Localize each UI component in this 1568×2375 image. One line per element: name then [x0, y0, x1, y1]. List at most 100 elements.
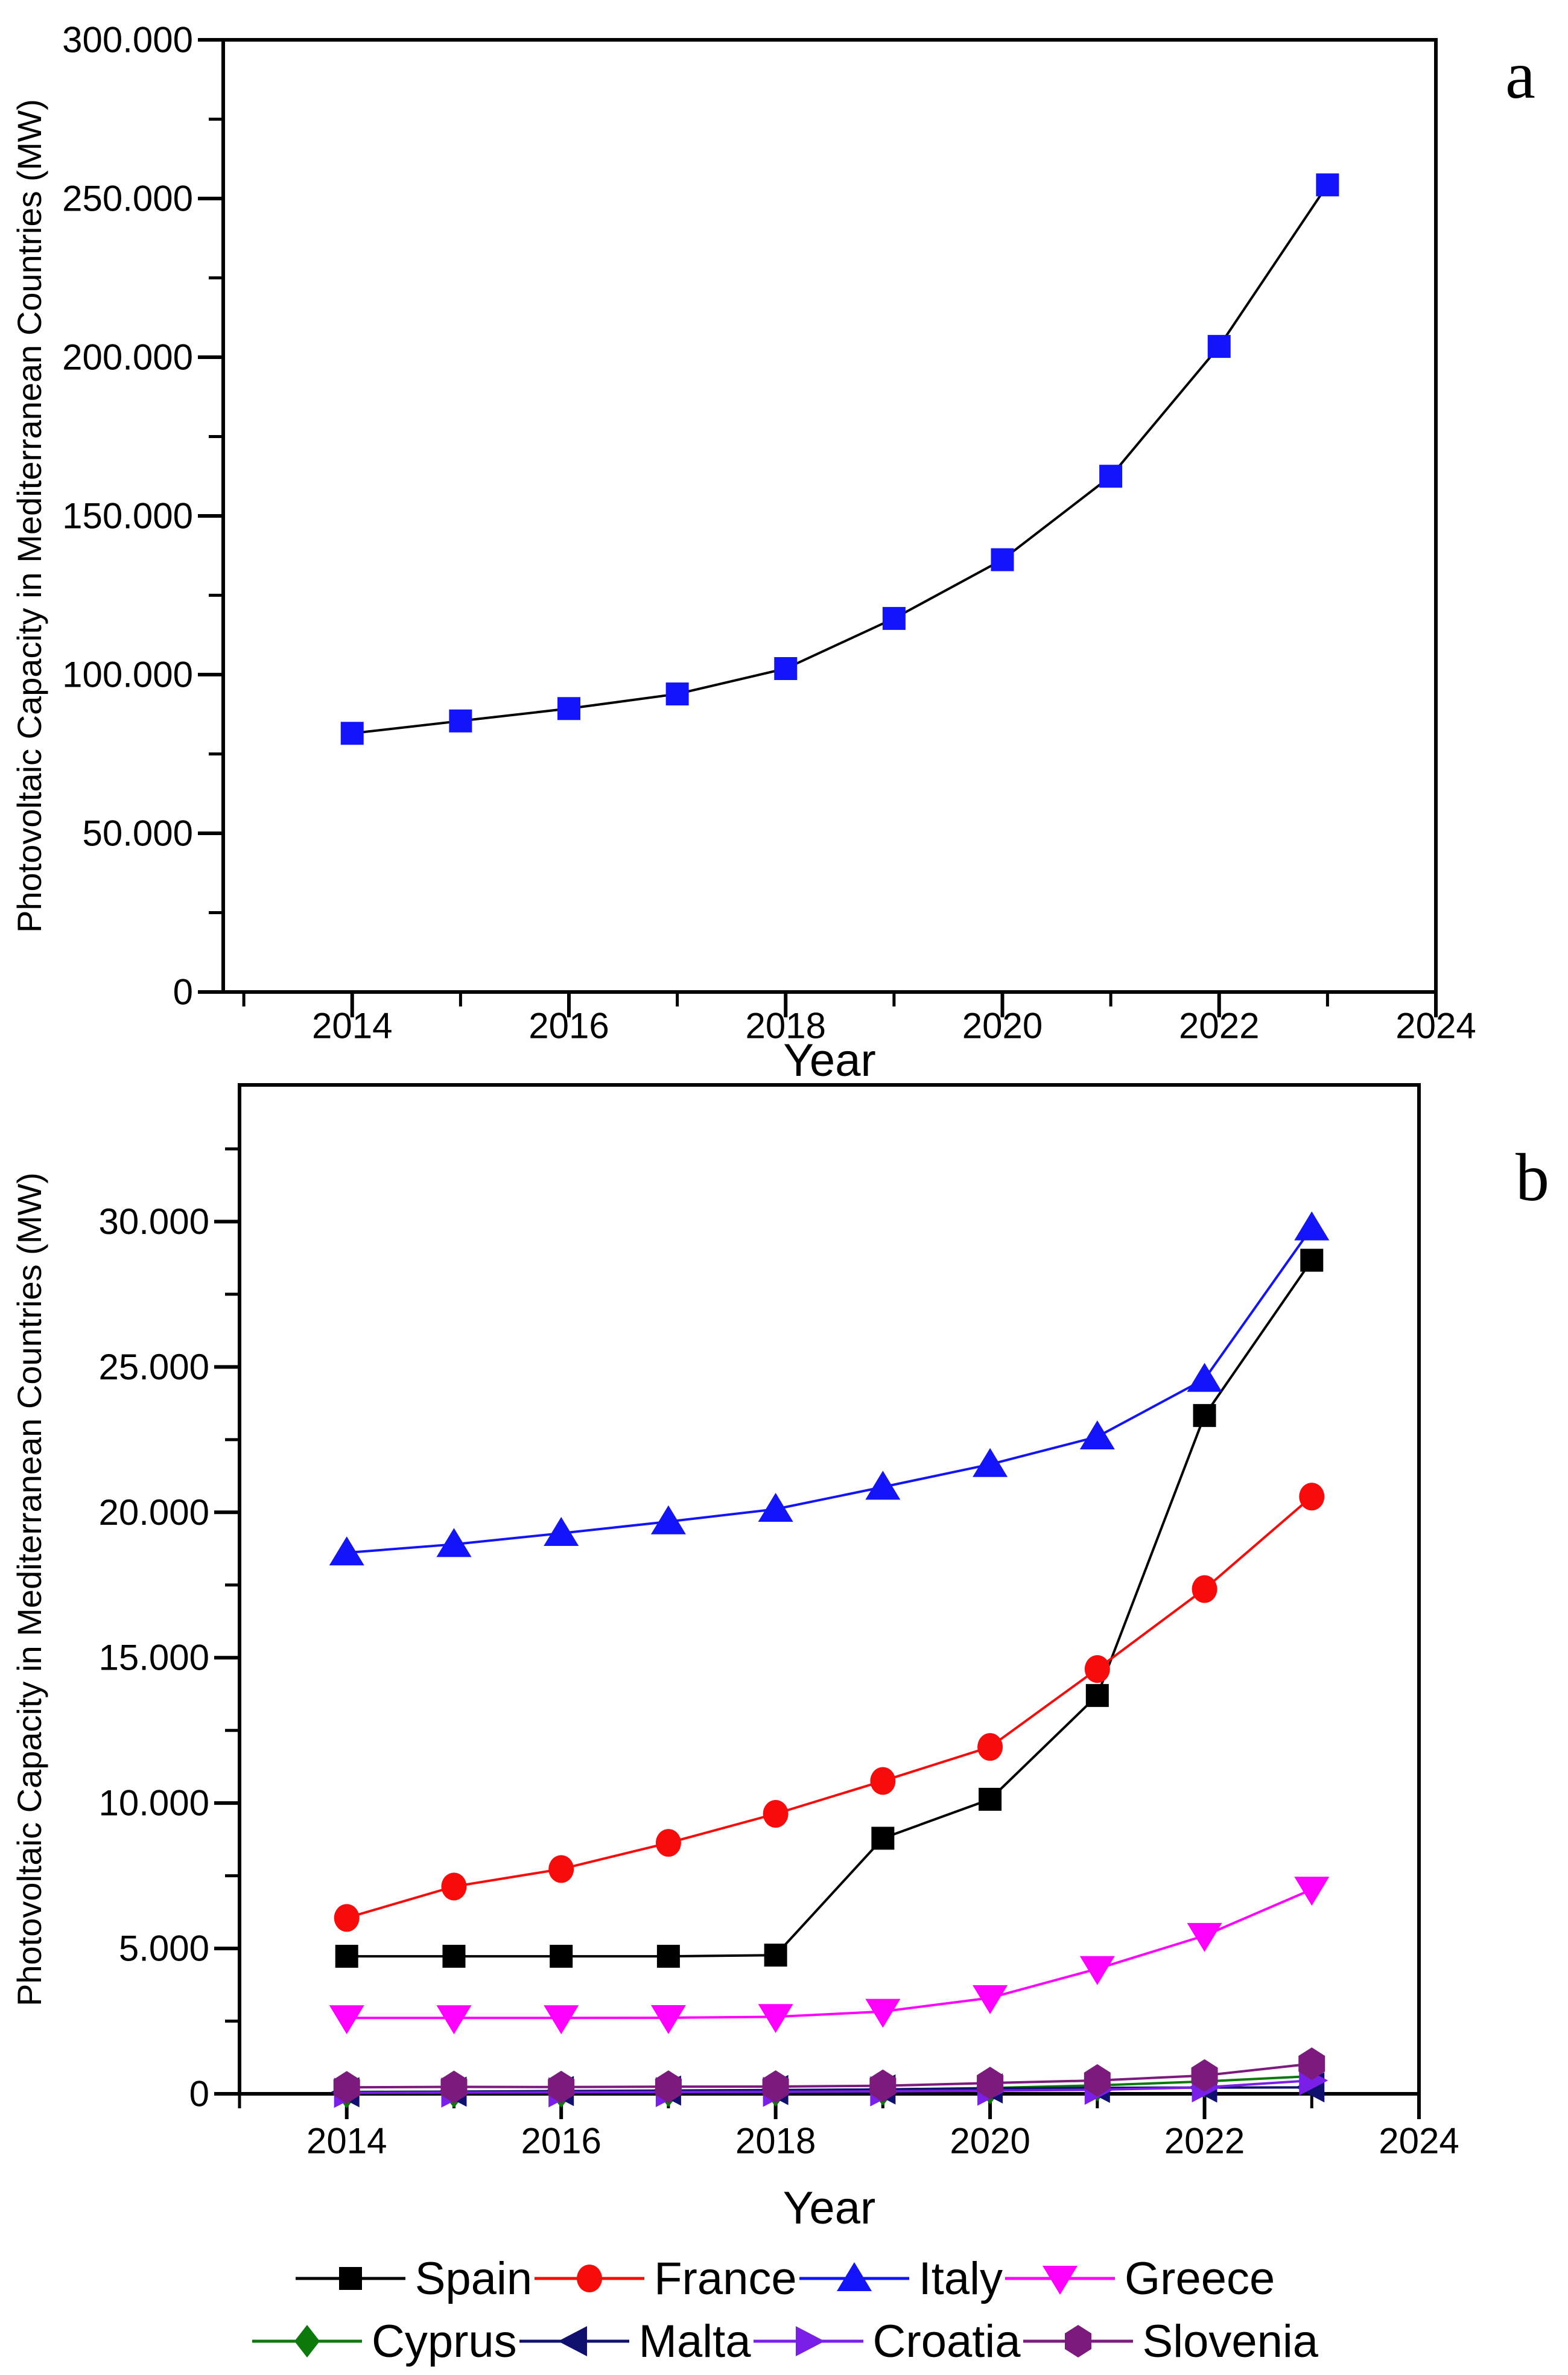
series-line: [352, 184, 1329, 735]
data-point-marker: [979, 1787, 1002, 1811]
x-tick-label: 2014: [306, 2121, 387, 2161]
data-point-marker: [550, 1945, 573, 1968]
data-point-marker: [758, 1493, 793, 1522]
data-point-marker: [1207, 335, 1231, 358]
greece-legend-marker-icon: [1005, 2266, 1116, 2295]
data-point-marker: [1294, 1211, 1330, 1241]
panel-b-letter: b: [1516, 1140, 1549, 1215]
panel-a: 2014 2016 2018 2020 2022 2024 0 50.000 100.000 15…: [62, 20, 1476, 1046]
data-point-marker: [991, 548, 1014, 571]
data-point-marker: [882, 606, 906, 630]
data-point-marker: [329, 1536, 364, 1566]
legend-label-italy: Italy: [918, 2253, 1003, 2304]
x-tick-label: 2020: [950, 2121, 1030, 2161]
x-tick-label: 2024: [1395, 1006, 1476, 1046]
data-point-marker: [436, 2005, 472, 2035]
data-point-marker: [1191, 2059, 1218, 2092]
legend-marker: [577, 2265, 603, 2292]
y-tick-label: 100.000: [62, 655, 193, 695]
series-italy: [329, 1211, 1330, 1566]
data-point-marker: [1099, 465, 1123, 488]
data-point-marker: [1085, 1683, 1109, 1707]
y-tick-label: 200.000: [62, 337, 193, 378]
legend-item-slovenia: Slovenia: [1021, 2313, 1319, 2370]
legend-item-italy: Italy: [797, 2250, 1003, 2307]
data-point-marker: [871, 1827, 895, 1850]
legend-label-malta: Malta: [638, 2315, 751, 2367]
data-point-marker: [758, 2004, 793, 2033]
data-point-marker: [1299, 1483, 1325, 1511]
x-tick-label: 2020: [962, 1006, 1043, 1046]
data-point-marker: [764, 1944, 787, 1967]
legend-marker: [557, 2326, 587, 2356]
legend-item-cyprus: Cyprus: [250, 2313, 517, 2370]
y-tick-label: 25.000: [98, 1347, 209, 1387]
data-point-marker: [333, 2071, 360, 2104]
panel-b-axes: [214, 1147, 1421, 2119]
data-point-marker: [763, 1799, 789, 1828]
series-line: [346, 1495, 1313, 1919]
data-point-marker: [973, 1448, 1008, 1477]
series-mediterranean-countries-total: [340, 173, 1339, 745]
spain-legend-marker-icon: [295, 2267, 405, 2290]
legend-marker: [1043, 2266, 1078, 2295]
panel-a-frame: [221, 38, 1438, 994]
data-point-marker: [655, 1829, 681, 1857]
series-cyprus: [334, 2059, 1325, 2108]
data-point-marker: [1298, 2047, 1325, 2081]
series-greece: [329, 1877, 1330, 2035]
panel-b-x-axis-title: Year: [782, 2183, 876, 2234]
data-point-marker: [544, 1517, 579, 1547]
panel-a-y-axis-title: Photovoltaic Capacity in Mediterranean C…: [10, 99, 48, 933]
data-point-marker: [544, 2005, 579, 2035]
x-tick-label: 2022: [1164, 2121, 1245, 2161]
legend-marker: [338, 2267, 362, 2290]
x-tick-label: 2018: [735, 2121, 816, 2161]
data-point-marker: [1316, 173, 1339, 197]
data-point-marker: [655, 2070, 682, 2103]
series-france: [334, 1483, 1325, 1932]
panel-b-y-axis-title: Photovoltaic Capacity in Mediterranean C…: [10, 1172, 48, 2006]
panel-b: 2014 2016 2018 2020 2022 2024 0 5.000 10.000 15.0…: [98, 1083, 1459, 2161]
series-line: [346, 2079, 1312, 2094]
italy-legend-marker-icon: [799, 2262, 909, 2291]
data-point-marker: [548, 2070, 575, 2103]
data-point-marker: [1084, 1655, 1110, 1683]
panel-a-x-axis-title: Year: [783, 1035, 876, 1086]
x-tick-label: 2016: [528, 1006, 609, 1046]
data-point-marker: [1193, 1404, 1216, 1427]
panel-b-frame: [238, 1083, 1421, 2096]
data-point-marker: [449, 709, 472, 733]
panel-a-axes: [198, 38, 1438, 1017]
y-tick-label: 0: [189, 2074, 209, 2114]
legend-label-cyprus: Cyprus: [371, 2315, 517, 2367]
data-point-marker: [1084, 2064, 1111, 2097]
series-slovenia: [333, 2047, 1325, 2104]
data-point-marker: [865, 1470, 901, 1500]
data-point-marker: [870, 1767, 896, 1795]
legend-label-greece: Greece: [1125, 2253, 1275, 2304]
data-point-marker: [774, 657, 798, 681]
croatia-legend-marker-icon: [753, 2326, 863, 2356]
cyprus-legend-marker-icon: [252, 2325, 362, 2358]
data-point-marker: [865, 1998, 901, 2028]
data-point-marker: [1187, 1922, 1222, 1952]
series-line: [346, 2062, 1312, 2089]
legend-row-2: Cyprus Malta Croatia Slovenia: [0, 2313, 1568, 2370]
series-spain: [335, 1248, 1324, 1968]
legend-label-slovenia: Slovenia: [1142, 2315, 1319, 2367]
data-point-marker: [557, 697, 581, 720]
x-tick-label: 2014: [312, 1006, 392, 1046]
data-point-marker: [329, 2005, 364, 2035]
series-line: [346, 1227, 1313, 1554]
legend-row-1: Spain France Italy Greece: [0, 2250, 1568, 2307]
data-point-marker: [335, 1945, 358, 1968]
data-point-marker: [334, 1904, 360, 1932]
y-tick-label: 15.000: [98, 1638, 209, 1678]
legend-label-spain: Spain: [414, 2253, 533, 2304]
legend-label-france: France: [654, 2253, 797, 2304]
data-point-marker: [441, 1872, 467, 1901]
data-point-marker: [1300, 1248, 1324, 1272]
